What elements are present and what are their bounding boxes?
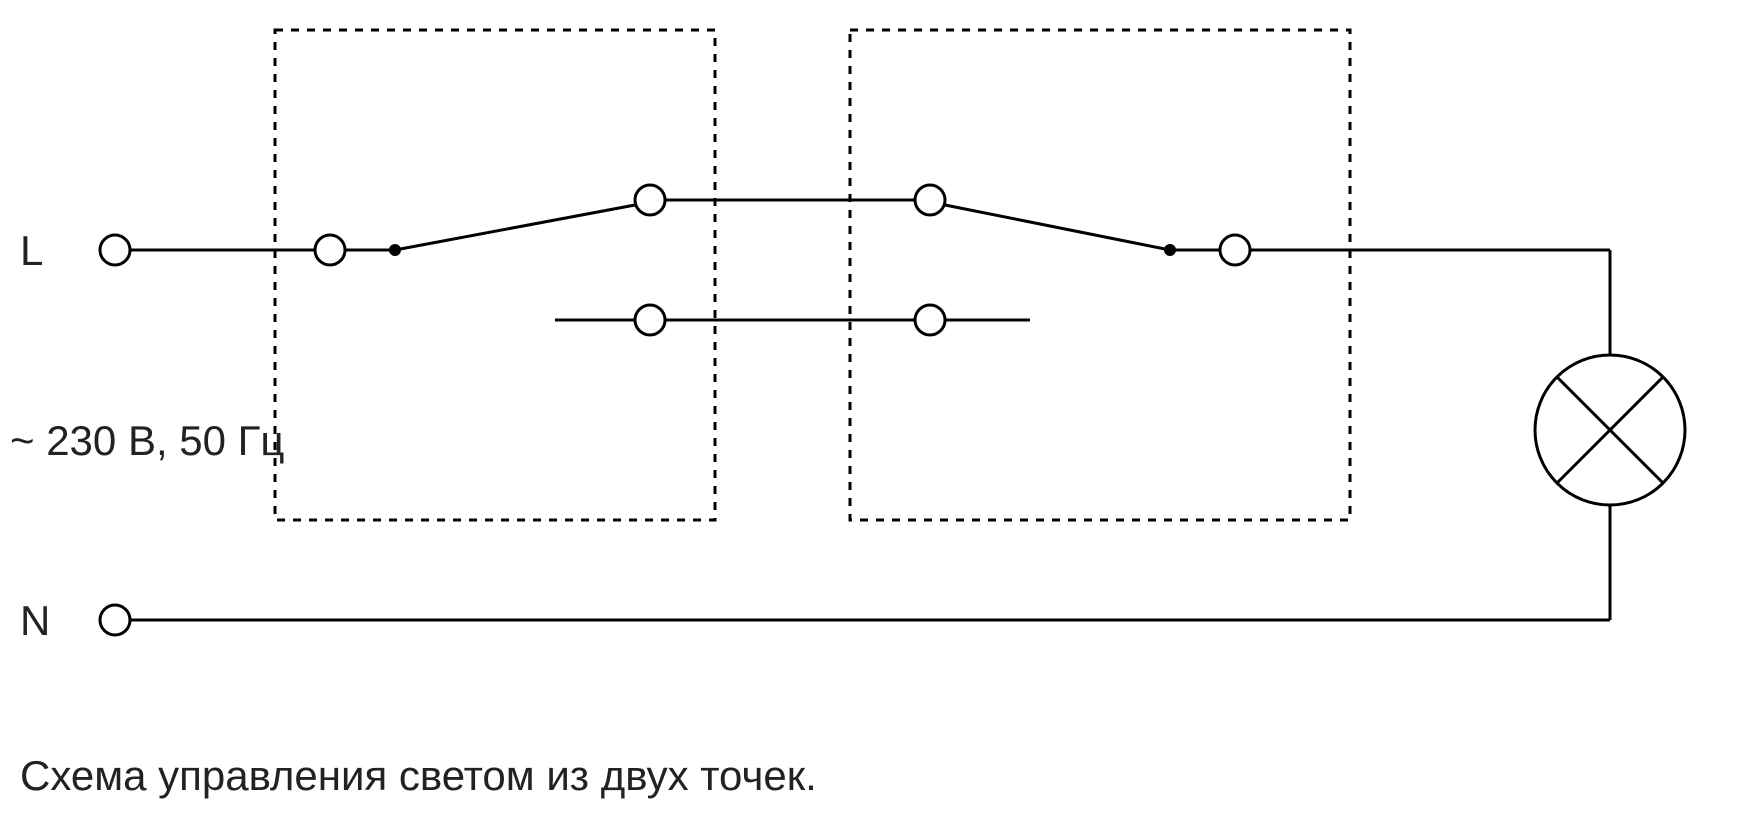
node <box>635 305 665 335</box>
pivot-dot <box>1164 244 1176 256</box>
node <box>1220 235 1250 265</box>
switch2-blade <box>945 205 1170 250</box>
label-L: L <box>20 227 43 274</box>
lamp-icon <box>1535 355 1685 505</box>
switch-box-2 <box>850 30 1350 520</box>
label-supply: ~ 230 В, 50 Гц <box>10 417 284 464</box>
wiring-diagram: L N ~ 230 В, 50 Гц Схема управления свет… <box>0 0 1760 816</box>
terminal-L <box>100 235 130 265</box>
caption: Схема управления светом из двух точек. <box>20 752 817 799</box>
switch-box-1 <box>275 30 715 520</box>
node <box>635 185 665 215</box>
switch1-blade <box>395 205 635 250</box>
node <box>915 185 945 215</box>
terminal-N <box>100 605 130 635</box>
label-N: N <box>20 597 50 644</box>
node <box>915 305 945 335</box>
pivot-dot <box>389 244 401 256</box>
node <box>315 235 345 265</box>
